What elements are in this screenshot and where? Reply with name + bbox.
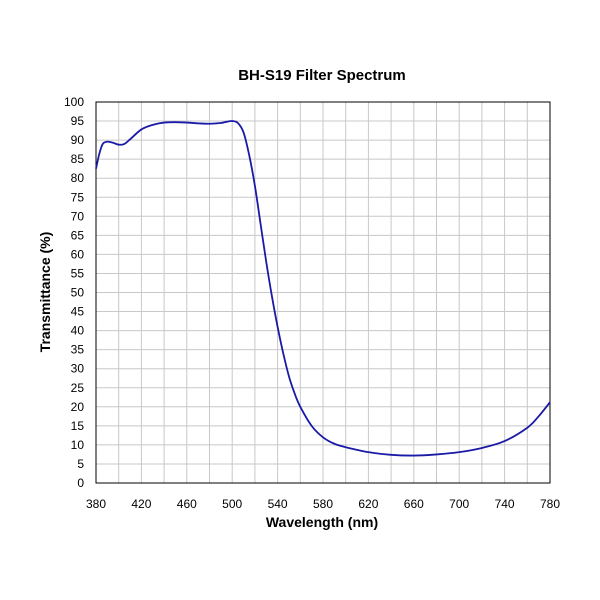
transmittance-curve [95,120,551,457]
y-tick-label: 25 [71,381,85,395]
x-axis-title: Wavelength (nm) [266,514,378,530]
y-tick-label: 10 [71,438,85,452]
chart-title: BH-S19 Filter Spectrum [238,67,406,84]
x-tick-label: 780 [540,497,560,511]
x-tick-label: 740 [495,497,515,511]
y-axis-ticks: 0 5 10 15 20 25 30 35 40 45 50 55 60 65 70 75 80 85 90 95 10… [64,95,84,490]
y-tick-label: 5 [77,457,84,471]
y-tick-label: 100 [64,95,84,109]
x-tick-label: 540 [268,497,288,511]
y-tick-label: 90 [71,133,85,147]
x-tick-label: 620 [358,497,378,511]
y-tick-label: 65 [71,228,85,242]
x-tick-label: 420 [131,497,151,511]
y-tick-label: 85 [71,152,85,166]
y-tick-label: 50 [71,286,85,300]
x-tick-label: 660 [404,497,424,511]
x-tick-label: 580 [313,497,333,511]
y-tick-label: 55 [71,266,85,280]
y-tick-label: 60 [71,247,85,261]
y-tick-label: 35 [71,343,85,357]
y-axis-title: Transmittance (%) [37,232,53,353]
y-tick-label: 20 [71,400,85,414]
y-tick-label: 80 [71,171,85,185]
y-tick-label: 40 [71,324,85,338]
x-tick-label: 460 [177,497,197,511]
x-tick-label: 380 [86,497,106,511]
y-tick-label: 30 [71,362,85,376]
x-tick-label: 700 [449,497,469,511]
y-tick-label: 75 [71,190,85,204]
y-tick-label: 0 [77,476,84,490]
y-tick-label: 70 [71,209,85,223]
y-tick-label: 95 [71,114,85,128]
plot-frame [95,101,551,484]
grid [96,102,550,483]
x-axis-ticks: 380 420 460 500 540 580 620 660 700 740 780 [86,497,560,511]
x-tick-label: 500 [222,497,242,511]
y-tick-label: 45 [71,305,85,319]
y-tick-label: 15 [71,419,85,433]
